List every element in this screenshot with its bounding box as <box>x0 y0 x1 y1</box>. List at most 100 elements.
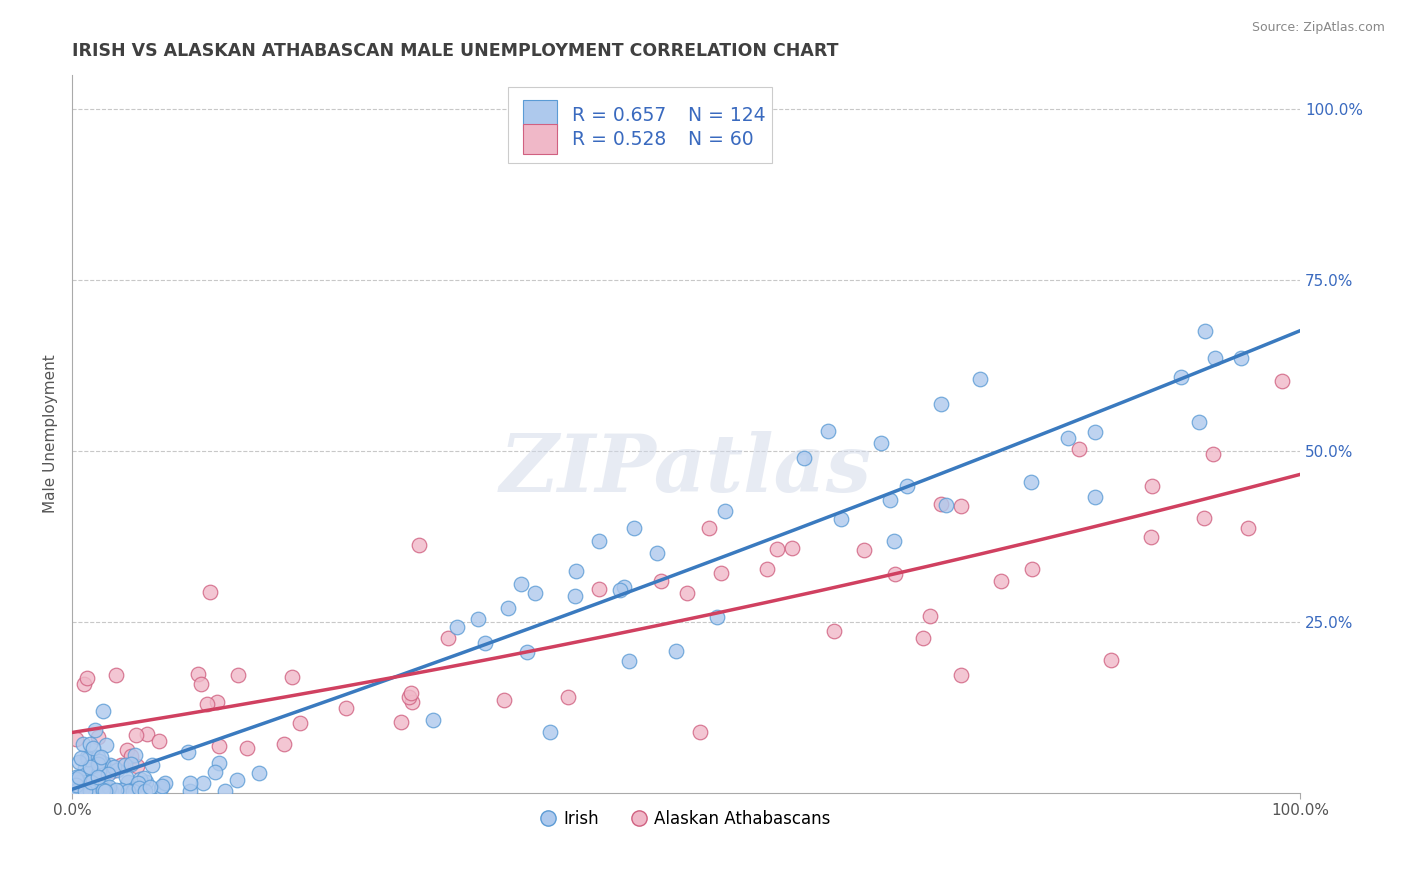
Text: IRISH VS ALASKAN ATHABASCAN MALE UNEMPLOYMENT CORRELATION CHART: IRISH VS ALASKAN ATHABASCAN MALE UNEMPLO… <box>72 42 838 60</box>
Point <box>67 771 90 785</box>
Point <box>1204 351 1226 366</box>
Point <box>65 732 87 747</box>
Point <box>187 667 209 681</box>
Point <box>401 696 423 710</box>
Point <box>918 609 941 624</box>
Point <box>650 574 672 588</box>
Point <box>103 759 125 773</box>
Point <box>76 671 98 685</box>
Text: N = 124: N = 124 <box>689 106 766 125</box>
Point <box>676 585 699 599</box>
Text: R = 0.657: R = 0.657 <box>572 106 666 125</box>
Point <box>90 750 112 764</box>
Point <box>623 521 645 535</box>
Point <box>83 723 105 737</box>
Point <box>94 780 117 794</box>
Point <box>1236 521 1258 535</box>
Point <box>132 771 155 785</box>
Point <box>65 772 87 787</box>
Point <box>115 743 138 757</box>
Point <box>93 783 115 797</box>
Point <box>766 541 789 556</box>
Text: R = 0.528: R = 0.528 <box>572 129 666 149</box>
Point <box>931 397 953 411</box>
FancyBboxPatch shape <box>523 100 557 130</box>
Point <box>93 767 115 781</box>
Point <box>105 668 128 682</box>
Point <box>91 704 114 718</box>
Point <box>467 612 489 626</box>
Point <box>139 780 162 795</box>
Point <box>179 776 201 790</box>
Point <box>949 499 972 513</box>
Point <box>1142 478 1164 492</box>
Point <box>474 636 496 650</box>
Point <box>389 715 412 730</box>
Point <box>523 586 546 600</box>
Text: Source: ZipAtlas.com: Source: ZipAtlas.com <box>1251 21 1385 34</box>
Point <box>870 435 893 450</box>
Point <box>665 643 688 657</box>
Point <box>96 738 118 752</box>
Point <box>79 738 101 752</box>
Point <box>76 750 98 764</box>
Point <box>1021 562 1043 576</box>
Point <box>699 521 721 535</box>
Point <box>100 783 122 797</box>
Point <box>793 450 815 465</box>
Point <box>564 589 586 603</box>
Point <box>911 631 934 645</box>
Point <box>87 750 110 764</box>
Point <box>87 770 110 784</box>
Point <box>830 512 852 526</box>
Point <box>193 776 215 790</box>
Point <box>713 504 735 518</box>
Legend: Irish, Alaskan Athabascans: Irish, Alaskan Athabascans <box>536 803 837 835</box>
Point <box>756 562 779 576</box>
Point <box>208 739 231 753</box>
Point <box>77 752 100 766</box>
Point <box>817 425 839 439</box>
Point <box>67 756 90 770</box>
Point <box>89 754 111 768</box>
Point <box>1194 324 1216 338</box>
Point <box>120 748 142 763</box>
Point <box>93 783 115 797</box>
Point <box>200 584 222 599</box>
Point <box>90 757 112 772</box>
Point <box>565 564 588 578</box>
Point <box>141 758 163 772</box>
Point <box>134 783 156 797</box>
Point <box>80 775 103 789</box>
Point <box>208 756 231 771</box>
Point <box>117 783 139 797</box>
Point <box>613 580 636 594</box>
Point <box>214 783 236 797</box>
Point <box>492 693 515 707</box>
Point <box>79 783 101 797</box>
Point <box>125 759 148 773</box>
Point <box>1019 475 1042 490</box>
Point <box>66 782 89 797</box>
Point <box>124 782 146 797</box>
Point <box>150 781 173 796</box>
Point <box>969 371 991 385</box>
Point <box>87 757 110 772</box>
Point <box>236 741 259 756</box>
Point <box>780 541 803 555</box>
Point <box>1188 415 1211 429</box>
Point <box>1099 652 1122 666</box>
Point <box>398 690 420 704</box>
Point <box>516 644 538 658</box>
Point <box>1170 369 1192 384</box>
Y-axis label: Male Unemployment: Male Unemployment <box>44 354 58 513</box>
Point <box>90 783 112 797</box>
Point <box>949 668 972 682</box>
Point <box>436 631 458 645</box>
Point <box>115 770 138 784</box>
Point <box>94 783 117 797</box>
Point <box>70 751 93 765</box>
Point <box>204 765 226 780</box>
Point <box>65 778 87 792</box>
Point <box>83 783 105 797</box>
